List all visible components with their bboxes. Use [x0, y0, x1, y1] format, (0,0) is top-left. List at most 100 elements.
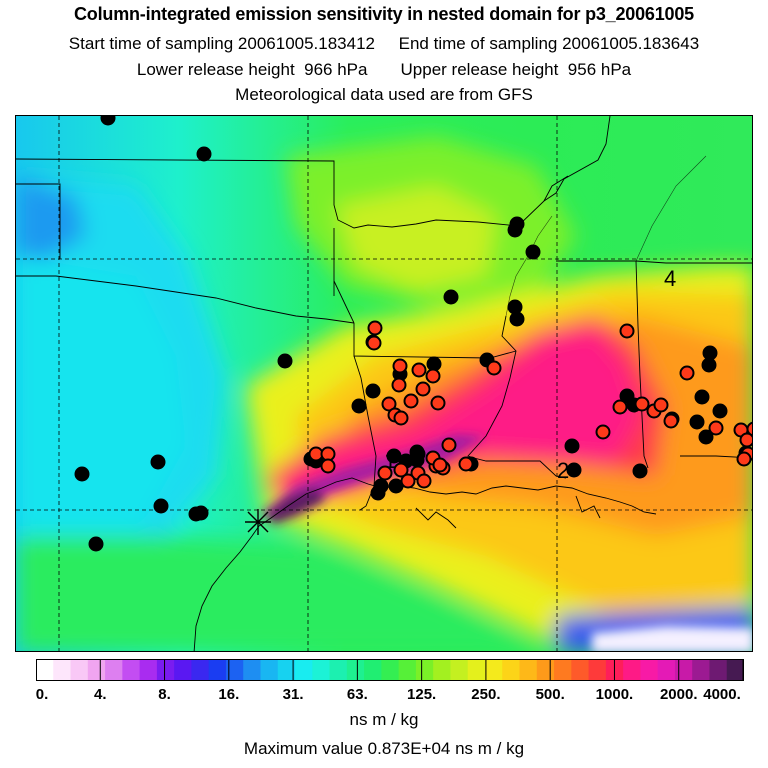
particle-marker-red — [377, 465, 393, 481]
colorbar-tick-label: 0. — [35, 686, 49, 703]
colorbar-swatch — [433, 659, 451, 681]
particle-marker-red — [367, 320, 383, 336]
colorbar-swatch — [191, 659, 210, 681]
colorbar-swatch — [277, 659, 296, 681]
particle-marker-black — [509, 311, 525, 327]
particle-marker-black — [566, 462, 582, 478]
sensitivity-map: 1 2 4 — [15, 115, 753, 652]
colorbar-swatch — [674, 659, 693, 681]
colorbar-swatch — [571, 659, 590, 681]
colorbar-swatch — [536, 659, 555, 681]
particle-marker-black — [507, 299, 523, 315]
particle-marker-black — [365, 383, 381, 399]
maximum-value-text: Maximum value 0.873E+04 ns m / kg — [243, 739, 525, 758]
colorbar-swatch — [174, 659, 192, 681]
particle-marker-red — [441, 437, 457, 453]
particle-marker-red — [430, 395, 446, 411]
particle-marker-black — [564, 438, 580, 454]
region-label-2: 2 — [557, 458, 569, 483]
colorbar-tick-label: 4. — [94, 686, 107, 703]
colorbar-swatch — [726, 659, 744, 681]
particle-marker-black — [74, 466, 90, 482]
particle-marker-black — [426, 356, 442, 372]
particle-marker-red — [391, 377, 407, 393]
colorbar-tick-label: 8. — [158, 686, 171, 703]
particle-marker-black — [277, 353, 293, 369]
colorbar-swatch — [554, 659, 572, 681]
colorbar-swatch — [70, 659, 89, 681]
particle-marker-black — [712, 403, 728, 419]
particle-marker-black — [410, 446, 426, 462]
colorbar-swatch — [243, 659, 261, 681]
colorbar-swatch — [156, 659, 175, 681]
colorbar-swatch — [225, 659, 244, 681]
met-data-line: Meteorological data used are from GFS — [235, 85, 533, 104]
political-boundaries — [16, 116, 752, 511]
particle-marker-red — [393, 462, 409, 478]
particle-marker-black — [698, 429, 714, 445]
particle-marker-red — [411, 362, 427, 378]
particle-marker-red — [619, 323, 635, 339]
release-height-line: Lower release height 966 hPa Upper relea… — [136, 60, 632, 79]
colorbar-units: ns m / kg — [349, 710, 419, 729]
colorbar-swatch — [623, 659, 641, 681]
particle-marker-red — [366, 335, 382, 351]
colorbar-swatch — [36, 659, 54, 681]
particle-marker-red — [634, 396, 650, 412]
colorbar-swatch — [346, 659, 365, 681]
particle-marker-red — [595, 424, 611, 440]
colorbar-swatch — [53, 659, 72, 681]
particle-marker-black — [525, 244, 541, 260]
particle-marker-red — [393, 410, 409, 426]
particle-marker-black — [702, 345, 718, 361]
region-label-4: 4 — [664, 266, 676, 291]
colorbar-swatch — [484, 659, 503, 681]
colorbar-swatch — [709, 659, 728, 681]
particle-marker-red — [392, 358, 408, 374]
particle-marker-red — [746, 421, 752, 437]
particle-marker-black — [188, 506, 204, 522]
particle-marker-black — [153, 498, 169, 514]
particle-marker-red — [403, 393, 419, 409]
colorbar-swatch — [640, 659, 659, 681]
colorbar-swatch — [364, 659, 382, 681]
rivers — [505, 155, 707, 317]
particle-marker-red — [415, 381, 431, 397]
colorbar-swatch — [139, 659, 158, 681]
particle-markers — [74, 116, 752, 552]
sensitivity-field — [16, 136, 752, 651]
map-canvas: 1 2 4 — [16, 116, 752, 651]
particle-marker-black — [689, 414, 705, 430]
colorbar-swatch — [467, 659, 486, 681]
coastline — [193, 477, 657, 651]
particle-marker-black — [694, 389, 710, 405]
colorbar-tick-label: 2000. — [659, 686, 698, 703]
colorbar-swatch — [122, 659, 141, 681]
colorbar-swatch — [295, 659, 313, 681]
particle-marker-red — [425, 368, 441, 384]
particle-marker-black — [150, 454, 166, 470]
colorbar — [36, 659, 744, 681]
particle-marker-black — [509, 216, 525, 232]
colorbar-swatch — [398, 659, 417, 681]
particle-marker-black — [351, 398, 367, 414]
colorbar-tick-label: 31. — [282, 686, 304, 703]
particle-marker-black — [632, 463, 648, 479]
colorbar-tick-label: 1000. — [595, 686, 634, 703]
particle-marker-red — [736, 451, 752, 467]
colorbar-swatch — [381, 659, 400, 681]
particle-marker-red — [400, 473, 416, 489]
plot-title: Column-integrated emission sensitivity i… — [74, 4, 694, 24]
particle-marker-black — [370, 485, 386, 501]
colorbar-tick-label: 63. — [346, 686, 368, 703]
colorbar-tick-label: 125. — [407, 686, 437, 703]
particle-marker-black — [100, 116, 116, 126]
release-point-star-icon — [245, 509, 271, 535]
colorbar-swatch — [588, 659, 607, 681]
particle-marker-red — [486, 360, 502, 376]
colorbar-swatch — [329, 659, 348, 681]
particle-marker-red — [679, 365, 695, 381]
particle-marker-black — [196, 146, 212, 162]
particle-marker-red — [458, 456, 474, 472]
particle-marker-red — [432, 457, 448, 473]
